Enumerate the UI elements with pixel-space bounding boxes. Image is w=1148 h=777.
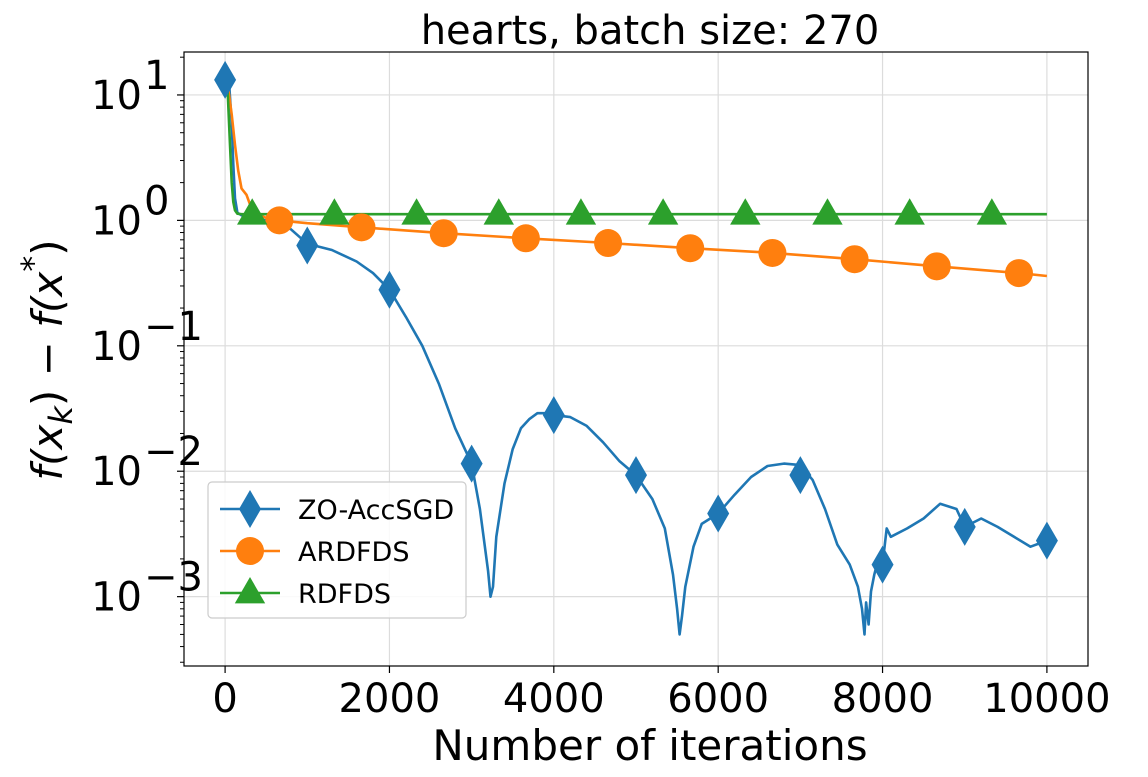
- marker-ardfds: [511, 224, 540, 253]
- series-markers: [214, 60, 1058, 584]
- marker-ardfds: [594, 229, 623, 258]
- y-tick-exponent: −3: [144, 555, 203, 601]
- marker-rdfds: [401, 198, 432, 225]
- marker-ardfds: [676, 234, 705, 263]
- legend-marker-ardfds: [236, 537, 264, 565]
- legend-marker-rdfds: [234, 577, 266, 604]
- marker-rdfds: [565, 198, 597, 225]
- marker-rdfds: [976, 198, 1008, 225]
- y-tick-exponent: 1: [144, 53, 169, 99]
- y-axis-label-part: f(: [23, 448, 72, 481]
- plot-frame: [183, 51, 1089, 667]
- marker-ardfds: [840, 245, 869, 274]
- y-axis-label-part: x: [23, 271, 72, 299]
- marker-zo-accsgd: [871, 545, 894, 584]
- y-tick-label: 10: [91, 575, 142, 621]
- y-axis-label: f(xk) − f(x*): [14, 239, 80, 480]
- y-axis-label-part: ) −: [23, 328, 72, 406]
- y-axis-label-part: ): [23, 239, 72, 255]
- marker-zo-accsgd: [953, 507, 976, 546]
- legend-label-zo-accsgd: ZO-AccSGD: [298, 495, 454, 526]
- marker-rdfds: [730, 198, 761, 225]
- y-tick-exponent: 0: [144, 178, 169, 224]
- marker-rdfds: [237, 198, 268, 225]
- marker-ardfds: [758, 238, 787, 267]
- marker-rdfds: [647, 198, 679, 225]
- marker-zo-accsgd: [1035, 521, 1058, 560]
- marker-rdfds: [483, 198, 514, 225]
- legend-label-rdfds: RDFDS: [298, 579, 391, 610]
- marker-zo-accsgd: [378, 270, 401, 309]
- y-tick-label: 10: [91, 324, 142, 370]
- marker-ardfds: [922, 252, 951, 281]
- marker-rdfds: [894, 198, 925, 225]
- x-tick-label: 6000: [667, 676, 769, 722]
- marker-ardfds: [1004, 259, 1033, 288]
- y-tick-label: 10: [91, 198, 142, 244]
- marker-rdfds: [319, 198, 350, 225]
- marker-zo-accsgd: [460, 444, 483, 483]
- marker-ardfds: [347, 213, 376, 242]
- legend-marker-zo-accsgd: [239, 490, 261, 528]
- x-tick-label: 8000: [832, 676, 934, 722]
- marker-rdfds: [812, 198, 843, 225]
- x-tick-label: 10000: [983, 676, 1110, 722]
- legend-box: [207, 481, 467, 619]
- y-tick-exponent: −2: [144, 429, 203, 475]
- x-axis-label: Number of iterations: [432, 721, 867, 770]
- y-axis-label-text: f(xk) − f(x*): [14, 239, 80, 480]
- x-tick-label: 0: [212, 676, 237, 722]
- x-tick-label: 2000: [339, 676, 441, 722]
- marker-zo-accsgd: [296, 226, 319, 265]
- y-axis-label-part: f(: [23, 295, 72, 328]
- series-line-ardfds: [223, 80, 1048, 278]
- marker-zo-accsgd: [707, 494, 730, 533]
- marker-zo-accsgd: [625, 456, 647, 495]
- y-tick-label: 10: [91, 73, 142, 119]
- marker-zo-accsgd: [214, 60, 237, 99]
- marker-zo-accsgd: [542, 396, 565, 435]
- chart-title: hearts, batch size: 270: [421, 8, 880, 54]
- marker-zo-accsgd: [789, 456, 812, 495]
- y-axis-label-part: k: [42, 405, 80, 425]
- y-tick-exponent: −1: [144, 304, 203, 350]
- y-tick-label: 10: [91, 449, 142, 495]
- legend: ZO-AccSGD ARDFDS RDFDS: [207, 481, 467, 619]
- marker-ardfds: [429, 219, 458, 248]
- x-tick-label: 4000: [503, 676, 605, 722]
- marker-ardfds: [265, 206, 294, 235]
- series-line-rdfds: [223, 80, 1047, 216]
- y-axis-label-part: *: [14, 256, 52, 272]
- legend-label-ardfds: ARDFDS: [298, 537, 409, 568]
- y-axis-label-part: x: [23, 423, 72, 451]
